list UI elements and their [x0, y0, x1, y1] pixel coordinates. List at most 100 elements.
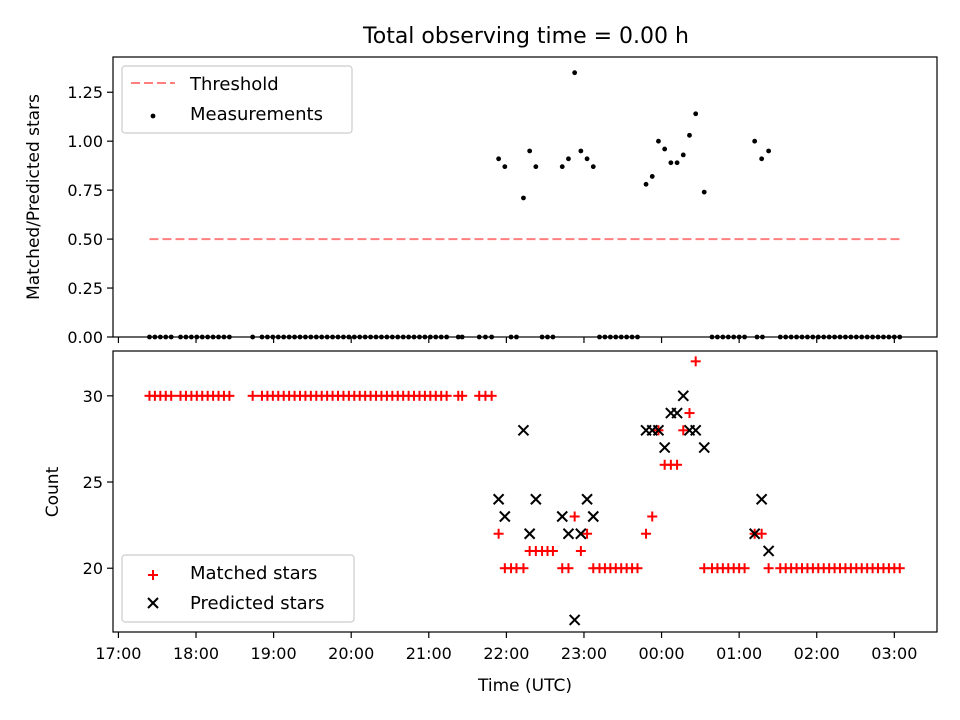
bottom-x-ticks: 17:00 18:00 19:00 20:00 21:00 22:00 23:00 00:00…: [95, 632, 917, 663]
top-axes-frame: [112, 56, 938, 338]
measurement-point: [584, 156, 590, 162]
measurement-point: [590, 164, 596, 170]
predicted-star-marker: [671, 407, 683, 419]
measurement-point: [674, 160, 680, 166]
bottom-y-tick-label: 20: [83, 559, 103, 578]
threshold-legend-label: Threshold: [189, 74, 279, 95]
predicted-star-marker: [499, 510, 511, 523]
matched-legend-label: Matched stars: [190, 563, 317, 584]
bottom-x-tick-label: 02:00: [794, 644, 840, 663]
predicted-star-marker: [581, 493, 593, 505]
predicted-star-marker: [523, 528, 536, 540]
measurement-point: [649, 174, 655, 179]
bottom-x-tick-label: 03:00: [871, 644, 917, 663]
matched-star-marker: [763, 563, 774, 574]
bottom-y-tick-label: 30: [83, 387, 103, 406]
matched-star-marker: [247, 390, 258, 401]
bottom-y-ticks: 20 25 30: [83, 387, 113, 578]
matched-star-marker: [569, 511, 580, 522]
matched-legend-swatch: [148, 570, 158, 580]
measurement-point: [662, 146, 668, 152]
bottom-x-tick-label: 17:00: [95, 644, 141, 663]
matched-star-marker: [547, 545, 558, 556]
top-y-tick-label: 0.25: [67, 279, 103, 298]
predicted-star-marker: [652, 424, 665, 437]
bottom-x-axis-label: Time (UTC): [477, 676, 572, 696]
matched-star-marker: [641, 528, 652, 539]
bottom-legend-box: [121, 554, 355, 623]
matched-star-marker: [486, 390, 497, 401]
measurement-point: [502, 164, 508, 170]
matched-star-marker: [672, 459, 683, 470]
predicted-star-marker: [658, 441, 671, 454]
measurement-point: [680, 152, 686, 158]
predicted-star-marker: [492, 493, 505, 505]
bottom-y-axis-label: Count: [43, 466, 63, 517]
measurement-point: [701, 189, 707, 195]
matched-star-marker: [690, 356, 701, 367]
bottom-x-tick-label: 18:00: [173, 644, 219, 663]
matched-star-marker: [441, 390, 452, 401]
predicted-star-marker: [698, 441, 710, 454]
top-y-tick-label: 0.50: [67, 230, 103, 249]
bottom-x-tick-label: 19:00: [251, 644, 297, 663]
measurement-point: [527, 148, 533, 154]
matched-star-marker: [739, 563, 750, 574]
top-legend: Threshold Measurements: [121, 65, 353, 134]
predicted-star-marker: [762, 545, 775, 557]
bottom-x-tick-label: 00:00: [639, 644, 685, 663]
matched-star-marker: [518, 563, 529, 574]
predicted-star-marker: [575, 528, 587, 540]
measurement-point: [687, 132, 692, 138]
top-y-tick-label: 1.25: [67, 83, 103, 102]
measurement-point: [521, 195, 526, 201]
measurement-point: [578, 148, 584, 154]
top-y-ticks: 0.00 0.25 0.50 0.75 1.00 1.25: [67, 83, 113, 347]
bottom-subplot: 20 25 30 17:00 18:00 19:00 20:00 21:00 22:00 23:…: [43, 350, 938, 696]
top-y-tick-label: 1.00: [67, 132, 103, 151]
predicted-star-marker: [530, 493, 542, 505]
matched-star-marker: [166, 390, 177, 401]
predicted-star-marker: [556, 510, 568, 523]
measurement-point: [759, 156, 765, 162]
matched-star-marker: [582, 528, 593, 539]
measurement-point: [533, 164, 539, 170]
top-subplot: Total observing time = 0.00 h 0.000.250.…: [24, 24, 938, 347]
measurements-legend-swatch: [150, 113, 156, 119]
top-chart-title: Total observing time = 0.00 h: [362, 24, 689, 49]
measurements-series: [147, 70, 903, 340]
matched-star-marker: [678, 425, 689, 436]
predicted-star-marker: [689, 424, 702, 437]
matched-star-marker: [563, 563, 574, 574]
predicted-star-marker: [517, 424, 530, 437]
matched-star-marker: [575, 545, 586, 556]
measurement-point: [559, 164, 565, 170]
predicted-stars-series: [492, 390, 775, 626]
matched-star-marker: [632, 563, 643, 574]
bottom-axes-frame: [112, 350, 938, 633]
matched-star-marker: [647, 511, 658, 522]
predicted-star-marker: [562, 528, 575, 540]
matched-star-marker: [684, 408, 695, 419]
bottom-x-tick-label: 22:00: [483, 644, 529, 663]
bottom-x-tick-label: 01:00: [716, 644, 762, 663]
measurement-point: [496, 156, 502, 162]
matched-star-marker: [493, 528, 504, 539]
top-y-axis-label: Matched/Predicted stars: [24, 94, 44, 300]
measurement-point: [668, 160, 674, 166]
top-gridless-area: 0.00 0.25 0.50 0.75 1.00 1.25: [67, 70, 903, 347]
measurement-point: [643, 181, 649, 187]
predicted-star-marker: [748, 528, 761, 540]
matched-star-marker: [756, 528, 767, 539]
predicted-star-marker: [677, 390, 689, 402]
matched-star-marker: [457, 390, 468, 401]
measurement-point: [566, 156, 571, 162]
predicted-star-marker: [587, 510, 599, 523]
predicted-legend-swatch: [147, 597, 159, 609]
bottom-legend: Matched stars Predicted stars: [121, 554, 355, 623]
measurements-legend-label: Measurements: [190, 104, 323, 125]
predicted-star-marker: [755, 493, 768, 505]
bottom-x-tick-label: 20:00: [328, 644, 374, 663]
matched-stars-series: [144, 356, 905, 574]
